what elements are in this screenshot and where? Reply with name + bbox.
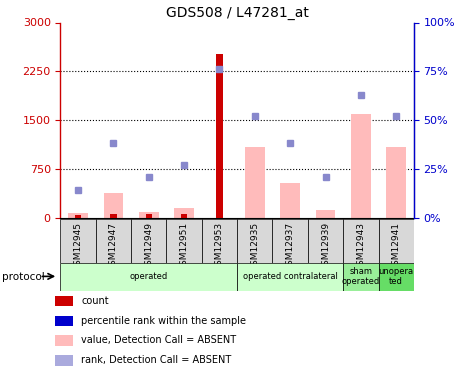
Text: operated: operated xyxy=(130,272,168,281)
Text: GSM12935: GSM12935 xyxy=(250,222,259,271)
Bar xyxy=(110,214,117,217)
Bar xyxy=(245,147,265,218)
Bar xyxy=(237,219,272,262)
Text: rank, Detection Call = ABSENT: rank, Detection Call = ABSENT xyxy=(81,356,232,366)
Text: GSM12947: GSM12947 xyxy=(109,222,118,270)
Bar xyxy=(181,214,187,217)
Bar xyxy=(55,355,73,366)
Bar xyxy=(386,147,406,218)
Text: protocol: protocol xyxy=(2,272,45,282)
Bar xyxy=(379,219,414,262)
Bar xyxy=(60,219,96,262)
Bar xyxy=(96,219,131,262)
Bar xyxy=(272,219,308,262)
Text: GSM12941: GSM12941 xyxy=(392,222,401,270)
Text: count: count xyxy=(81,296,109,306)
Bar xyxy=(308,219,343,262)
Bar xyxy=(68,213,88,217)
Bar xyxy=(237,262,343,291)
Bar xyxy=(55,316,73,326)
Text: GSM12943: GSM12943 xyxy=(356,222,365,270)
Text: GSM12939: GSM12939 xyxy=(321,222,330,271)
Bar xyxy=(174,208,194,218)
Bar xyxy=(75,214,81,217)
Bar xyxy=(60,262,237,291)
Text: GSM12949: GSM12949 xyxy=(144,222,153,270)
Bar xyxy=(55,335,73,346)
Bar xyxy=(166,219,202,262)
Text: percentile rank within the sample: percentile rank within the sample xyxy=(81,316,246,326)
Bar xyxy=(280,183,300,218)
Bar xyxy=(216,54,223,217)
Text: unopera
ted: unopera ted xyxy=(379,267,414,286)
Bar xyxy=(343,219,379,262)
Bar xyxy=(146,214,152,217)
Text: GSM12945: GSM12945 xyxy=(73,222,83,270)
Bar xyxy=(104,193,123,217)
Title: GDS508 / L47281_at: GDS508 / L47281_at xyxy=(166,6,309,20)
Bar xyxy=(351,114,371,218)
Bar xyxy=(55,296,73,306)
Text: GSM12937: GSM12937 xyxy=(286,222,295,271)
Bar xyxy=(202,219,237,262)
Bar xyxy=(379,262,414,291)
Text: sham
operated: sham operated xyxy=(342,267,380,286)
Text: value, Detection Call = ABSENT: value, Detection Call = ABSENT xyxy=(81,335,236,345)
Bar xyxy=(343,262,379,291)
Bar xyxy=(139,211,159,217)
Text: GSM12951: GSM12951 xyxy=(179,222,189,271)
Bar xyxy=(316,210,335,218)
Text: GSM12953: GSM12953 xyxy=(215,222,224,271)
Text: operated contralateral: operated contralateral xyxy=(243,272,338,281)
Bar xyxy=(131,219,166,262)
